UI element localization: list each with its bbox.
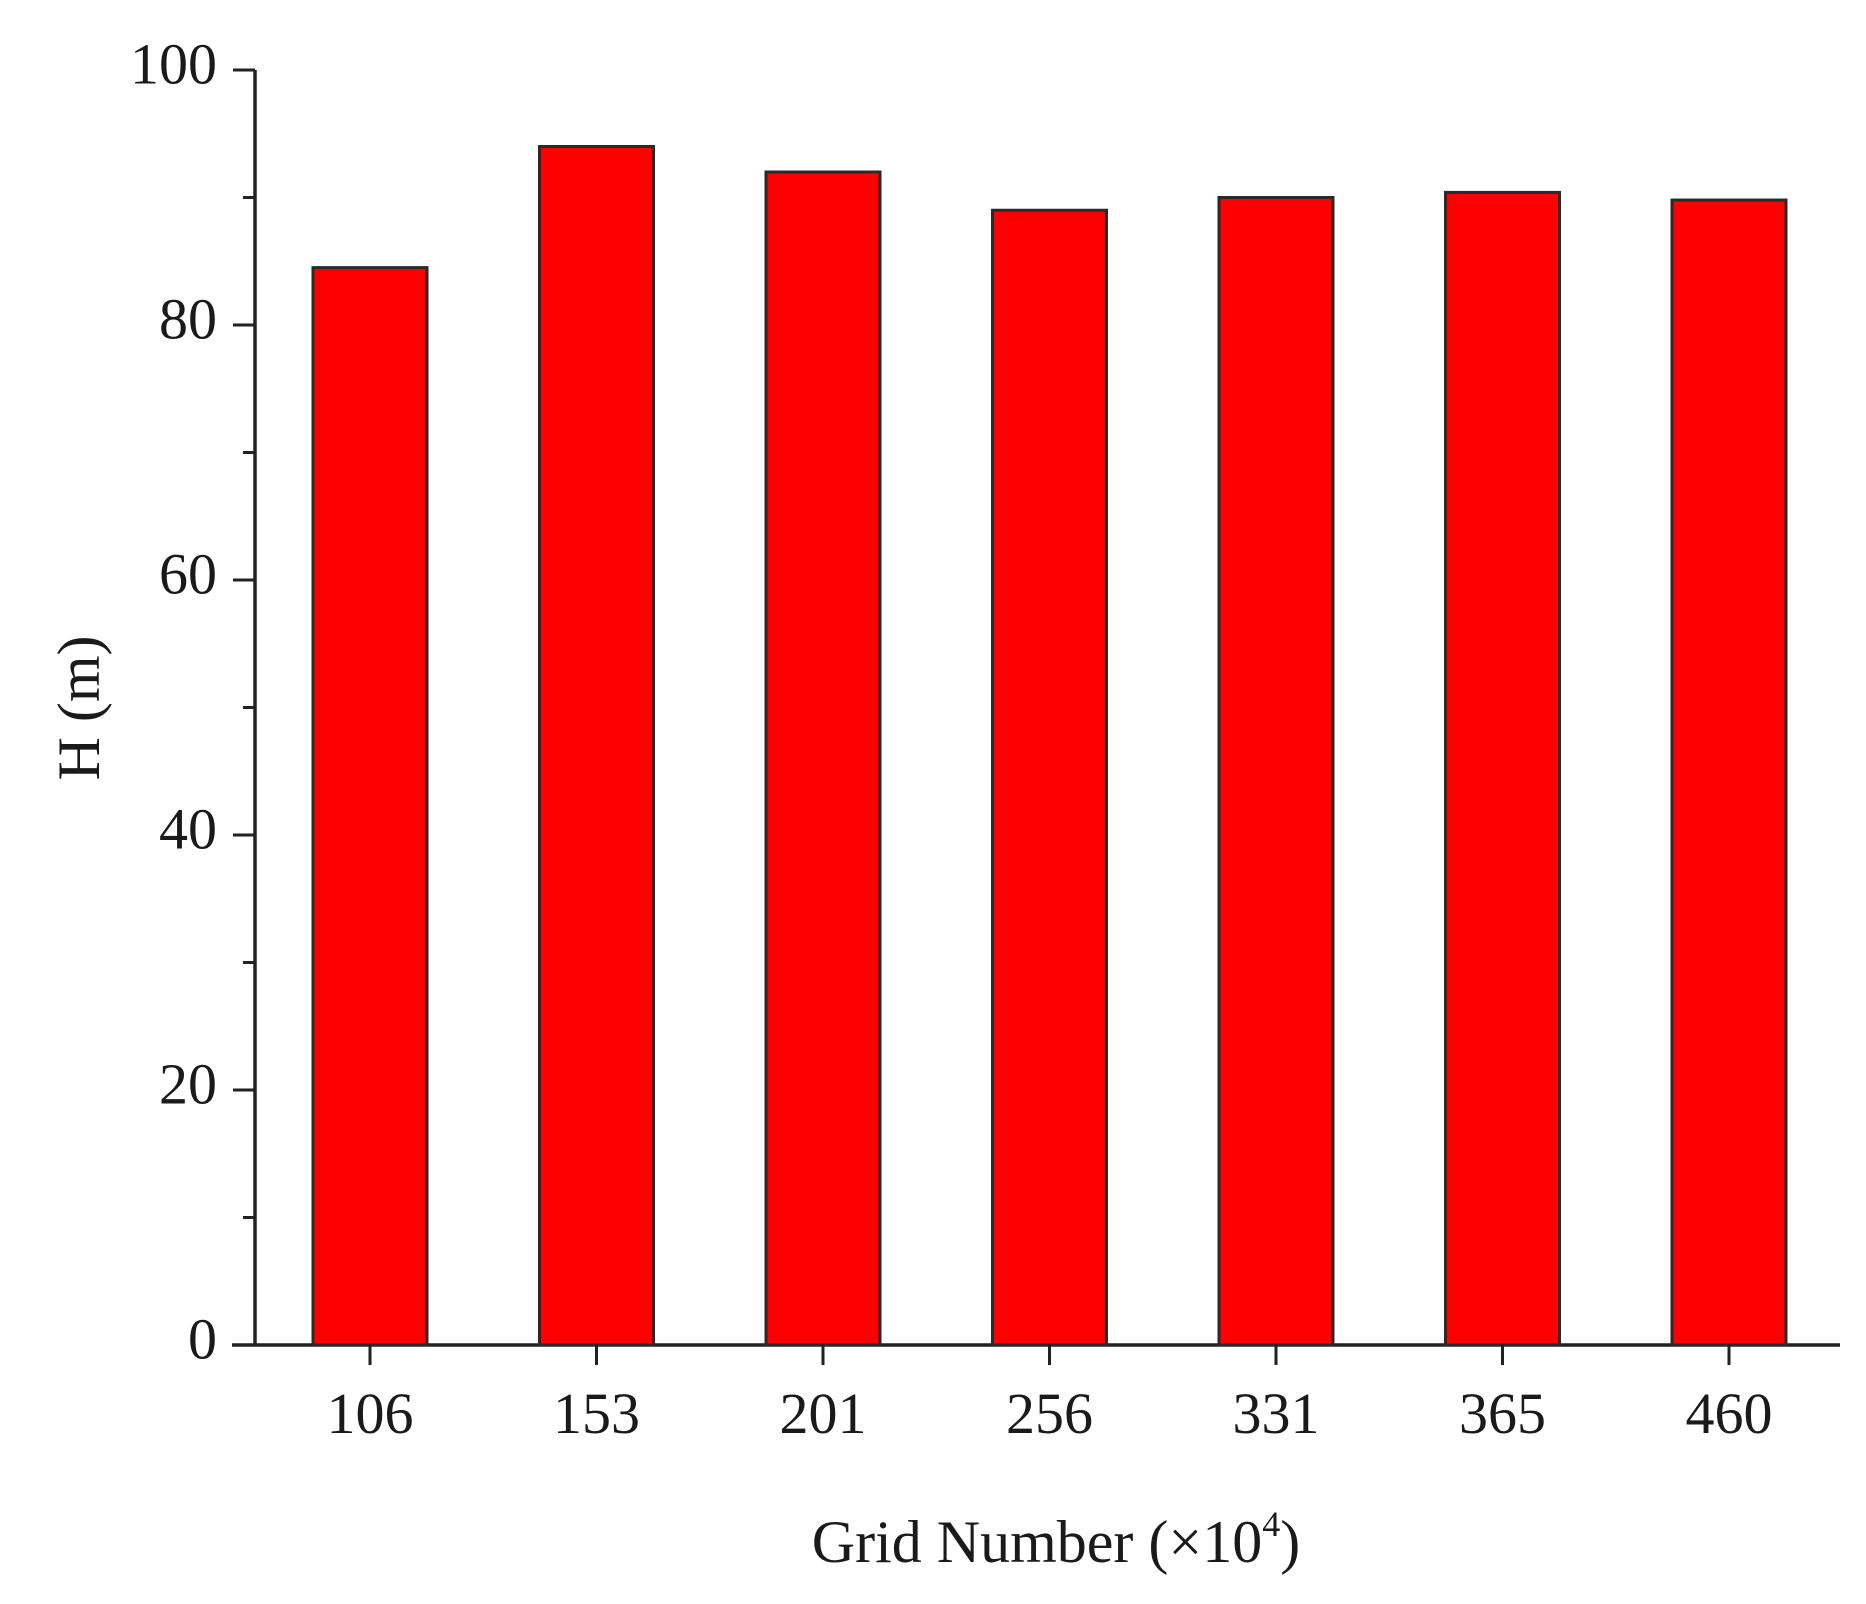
x-axis-title-close: ) <box>1280 1509 1300 1575</box>
bars <box>311 145 1788 1347</box>
x-tick-label-201: 201 <box>780 1381 867 1446</box>
x-tick-label-153: 153 <box>553 1381 640 1446</box>
bar-153 <box>538 145 655 1347</box>
x-axis-title-superscript: 4 <box>1262 1504 1280 1544</box>
y-tick-label-60: 60 <box>159 541 217 606</box>
x-tick-label-365: 365 <box>1459 1381 1546 1446</box>
y-tick-label-100: 100 <box>130 31 217 96</box>
x-axis-title-main: Grid Number (×10 <box>812 1509 1262 1575</box>
bar-331 <box>1217 196 1335 1347</box>
y-tick-label-0: 0 <box>188 1306 217 1371</box>
x-axis-title: Grid Number (×104) <box>812 1504 1300 1575</box>
bar-460 <box>1670 198 1788 1347</box>
y-tick-label-20: 20 <box>159 1051 217 1116</box>
y-tick-label-40: 40 <box>159 796 217 861</box>
bar-365 <box>1444 190 1561 1347</box>
x-tick-label-106: 106 <box>327 1381 414 1446</box>
y-tick-label-80: 80 <box>159 286 217 351</box>
y-ticks: 0 20 40 60 80 100 <box>130 31 255 1371</box>
bar-201 <box>764 170 882 1347</box>
x-ticks: 106 153 201 256 331 365 460 <box>327 1345 1773 1446</box>
x-tick-label-460: 460 <box>1686 1381 1773 1446</box>
x-tick-label-331: 331 <box>1233 1381 1320 1446</box>
x-tick-label-256: 256 <box>1006 1381 1093 1446</box>
bar-256 <box>991 208 1108 1347</box>
y-axis-title: H (m) <box>46 636 112 781</box>
bar-106 <box>311 266 429 1347</box>
